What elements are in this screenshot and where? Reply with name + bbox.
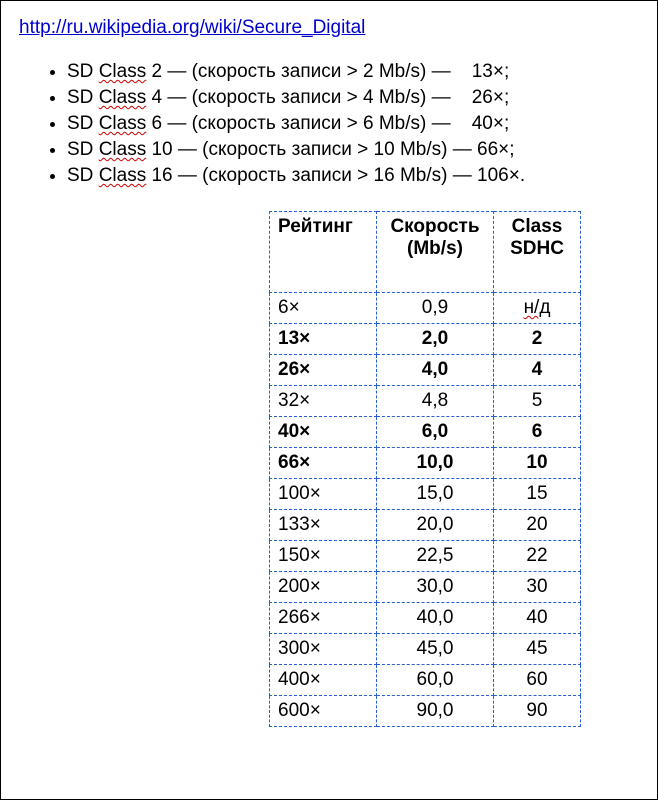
list-item-rest: 6 — (скорость записи > 6 Mb/s) — 40×; [146, 113, 509, 134]
cell-class-value: н/д [524, 297, 551, 318]
cell-rating: 300× [270, 634, 377, 665]
table-header-row: Рейтинг Скорость (Mb/s) Class SDHC [270, 212, 581, 293]
table-row: 26×4,04 [270, 355, 581, 386]
list-item: SD Class 4 — (скорость записи > 4 Mb/s) … [67, 87, 639, 109]
list-item-class-word: Class [99, 87, 147, 108]
cell-class: 40 [494, 603, 581, 634]
table-row: 300×45,045 [270, 634, 581, 665]
table-row: 100×15,015 [270, 479, 581, 510]
table-row: 400×60,060 [270, 665, 581, 696]
cell-class: н/д [494, 293, 581, 324]
cell-speed: 90,0 [377, 696, 494, 727]
list-item-rest: 2 — (скорость записи > 2 Mb/s) — 13×; [146, 61, 509, 82]
cell-speed: 40,0 [377, 603, 494, 634]
table-row: 40×6,06 [270, 417, 581, 448]
cell-class: 4 [494, 355, 581, 386]
cell-speed: 2,0 [377, 324, 494, 355]
cell-speed: 45,0 [377, 634, 494, 665]
cell-speed: 10,0 [377, 448, 494, 479]
table-row: 32×4,85 [270, 386, 581, 417]
list-item-prefix: SD [67, 87, 99, 108]
table-row: 6×0,9 н/д [270, 293, 581, 324]
cell-class: 45 [494, 634, 581, 665]
cell-rating: 150× [270, 541, 377, 572]
cell-rating: 133× [270, 510, 377, 541]
table-row: 600×90,090 [270, 696, 581, 727]
table-row: 13×2,02 [270, 324, 581, 355]
table-row: 66×10,010 [270, 448, 581, 479]
sd-speed-table: Рейтинг Скорость (Mb/s) Class SDHC 6×0,9… [269, 211, 581, 727]
list-item-class-word: Class [99, 113, 147, 134]
list-item-class-word: Class [99, 165, 147, 186]
col-rating: Рейтинг [270, 212, 377, 293]
list-item-class-word: Class [99, 61, 147, 82]
cell-speed: 30,0 [377, 572, 494, 603]
source-link[interactable]: http://ru.wikipedia.org/wiki/Secure_Digi… [19, 17, 365, 39]
cell-rating: 100× [270, 479, 377, 510]
cell-class: 6 [494, 417, 581, 448]
cell-class: 30 [494, 572, 581, 603]
cell-rating: 600× [270, 696, 377, 727]
list-item-prefix: SD [67, 165, 99, 186]
table-row: 150×22,522 [270, 541, 581, 572]
list-item-rest: 16 — (скорость записи > 16 Mb/s) — 106×. [146, 165, 525, 186]
cell-speed: 6,0 [377, 417, 494, 448]
cell-rating: 13× [270, 324, 377, 355]
col-speed: Скорость (Mb/s) [377, 212, 494, 293]
cell-class: 60 [494, 665, 581, 696]
cell-class: 10 [494, 448, 581, 479]
cell-rating: 266× [270, 603, 377, 634]
cell-class: 5 [494, 386, 581, 417]
cell-speed: 4,0 [377, 355, 494, 386]
cell-class: 20 [494, 510, 581, 541]
list-item-rest: 4 — (скорость записи > 4 Mb/s) — 26×; [146, 87, 509, 108]
list-item: SD Class 16 — (скорость записи > 16 Mb/s… [67, 165, 639, 187]
cell-class: 2 [494, 324, 581, 355]
cell-speed: 15,0 [377, 479, 494, 510]
cell-class: 90 [494, 696, 581, 727]
list-item-rest: 10 — (скорость записи > 10 Mb/s) — 66×; [146, 139, 514, 160]
cell-rating: 6× [270, 293, 377, 324]
cell-rating: 32× [270, 386, 377, 417]
col-class: Class SDHC [494, 212, 581, 293]
cell-rating: 40× [270, 417, 377, 448]
list-item-prefix: SD [67, 139, 99, 160]
list-item: SD Class 10 — (скорость записи > 10 Mb/s… [67, 139, 639, 161]
cell-rating: 400× [270, 665, 377, 696]
cell-rating: 66× [270, 448, 377, 479]
cell-class: 15 [494, 479, 581, 510]
cell-speed: 4,8 [377, 386, 494, 417]
list-item-class-word: Class [99, 139, 147, 160]
list-item-prefix: SD [67, 61, 99, 82]
cell-speed: 22,5 [377, 541, 494, 572]
cell-class: 22 [494, 541, 581, 572]
cell-speed: 20,0 [377, 510, 494, 541]
cell-speed: 0,9 [377, 293, 494, 324]
cell-rating: 200× [270, 572, 377, 603]
table-row: 266×40,040 [270, 603, 581, 634]
sd-class-list: SD Class 2 — (скорость записи > 2 Mb/s) … [19, 61, 639, 187]
table-row: 133×20,020 [270, 510, 581, 541]
table-row: 200×30,030 [270, 572, 581, 603]
list-item-prefix: SD [67, 113, 99, 134]
list-item: SD Class 2 — (скорость записи > 2 Mb/s) … [67, 61, 639, 83]
cell-rating: 26× [270, 355, 377, 386]
list-item: SD Class 6 — (скорость записи > 6 Mb/s) … [67, 113, 639, 135]
cell-speed: 60,0 [377, 665, 494, 696]
